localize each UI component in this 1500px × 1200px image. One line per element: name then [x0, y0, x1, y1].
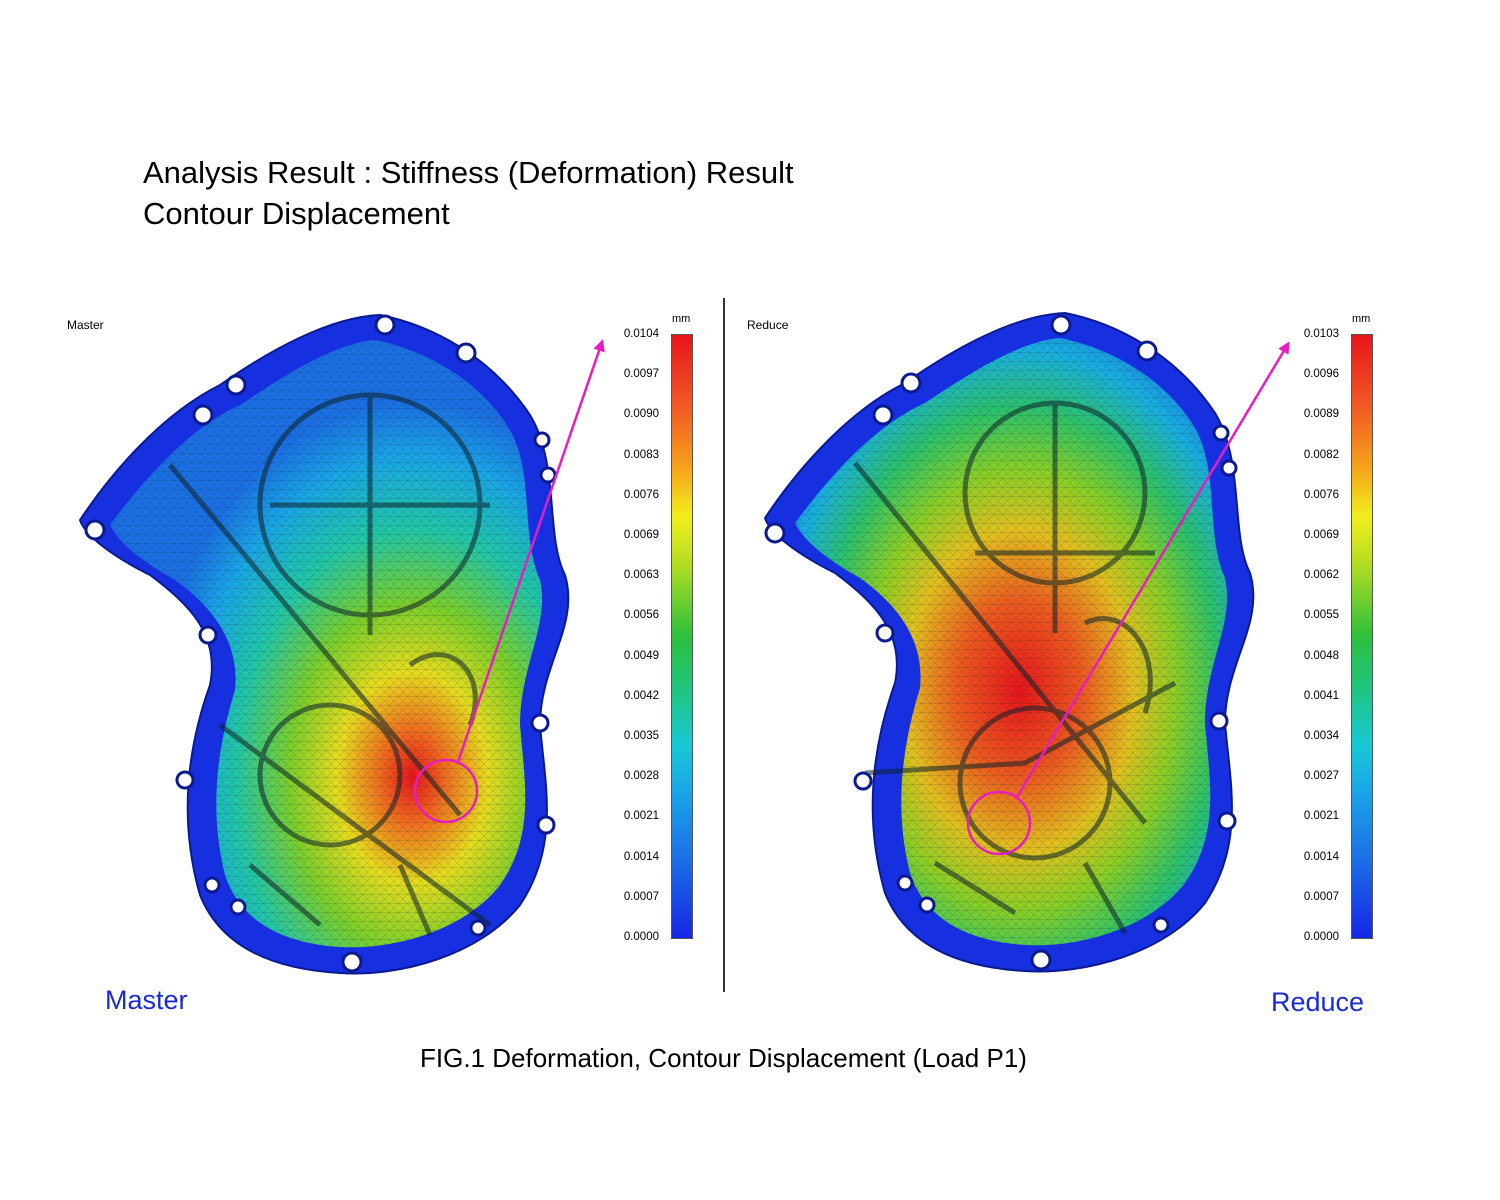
legend-tick-label: 0.0083 — [623, 448, 659, 461]
figure-caption: FIG.1 Deformation, Contour Displacement … — [420, 1043, 1027, 1073]
legend-tick-label: 0.0069 — [1303, 529, 1339, 541]
unit-label: mm — [1352, 313, 1371, 325]
legend-tick-label: 0.0042 — [623, 689, 659, 702]
color-scale-bar — [671, 334, 693, 939]
legend-tick-label: 0.0096 — [1303, 368, 1339, 381]
legend-tick-label: 0.0076 — [623, 488, 659, 501]
legend-tick-label: 0.0034 — [1303, 730, 1339, 742]
legend-tick-label: 0.0090 — [623, 408, 659, 421]
legend-tick-label: 0.0082 — [1303, 448, 1339, 461]
legend-tick-label: 0.0048 — [1303, 649, 1339, 662]
legend-tick-label: 0.0104 — [623, 328, 659, 340]
max-deformation-arrow — [456, 339, 605, 763]
legend-tick-label: 0.0035 — [623, 730, 659, 742]
legend-tick-label: 0.0007 — [1303, 890, 1339, 903]
color-scale-bar — [1351, 334, 1373, 939]
legend-tick-label: 0.0055 — [1303, 609, 1339, 622]
legend-tick-label: 0.0063 — [623, 569, 659, 582]
panel-label-master: Master — [67, 318, 104, 332]
legend-tick-label: 0.0103 — [1303, 328, 1339, 340]
legend-tick-label: 0.0000 — [1303, 931, 1339, 943]
reduce-contour-plot — [763, 311, 1255, 973]
legend-tick-label: 0.0062 — [1303, 569, 1339, 582]
legend-tick-label: 0.0014 — [623, 850, 659, 863]
panel-label-reduce: Reduce — [747, 318, 789, 332]
legend-tick-label: 0.0028 — [623, 770, 659, 783]
legend-tick-label: 0.0049 — [623, 649, 659, 662]
caption-reduce: Reduce — [1271, 987, 1365, 1017]
page-title: Analysis Result : Stiffness (Deformation… — [143, 155, 794, 190]
legend-tick-label: 0.0041 — [1303, 689, 1339, 702]
master-contour-plot — [78, 313, 570, 975]
max-deformation-arrow — [1015, 341, 1290, 798]
max-deformation-circle — [413, 758, 479, 824]
legend-tick-label: 0.0076 — [1303, 488, 1339, 501]
legend-tick-label: 0.0021 — [623, 810, 659, 823]
panel-divider — [723, 298, 725, 992]
max-deformation-circle — [966, 790, 1032, 856]
page-subtitle: Contour Displacement — [143, 196, 450, 231]
caption-master: Master — [105, 985, 188, 1015]
legend-tick-label: 0.0056 — [623, 609, 659, 622]
unit-label: mm — [672, 313, 691, 325]
legend-tick-label: 0.0027 — [1303, 770, 1339, 783]
legend-tick-label: 0.0089 — [1303, 408, 1339, 421]
legend-tick-label: 0.0000 — [623, 931, 659, 943]
legend-tick-label: 0.0021 — [1303, 810, 1339, 823]
legend-tick-label: 0.0007 — [623, 890, 659, 903]
legend-tick-label: 0.0097 — [623, 368, 659, 381]
legend-tick-label: 0.0069 — [623, 529, 659, 541]
legend-tick-label: 0.0014 — [1303, 850, 1339, 863]
